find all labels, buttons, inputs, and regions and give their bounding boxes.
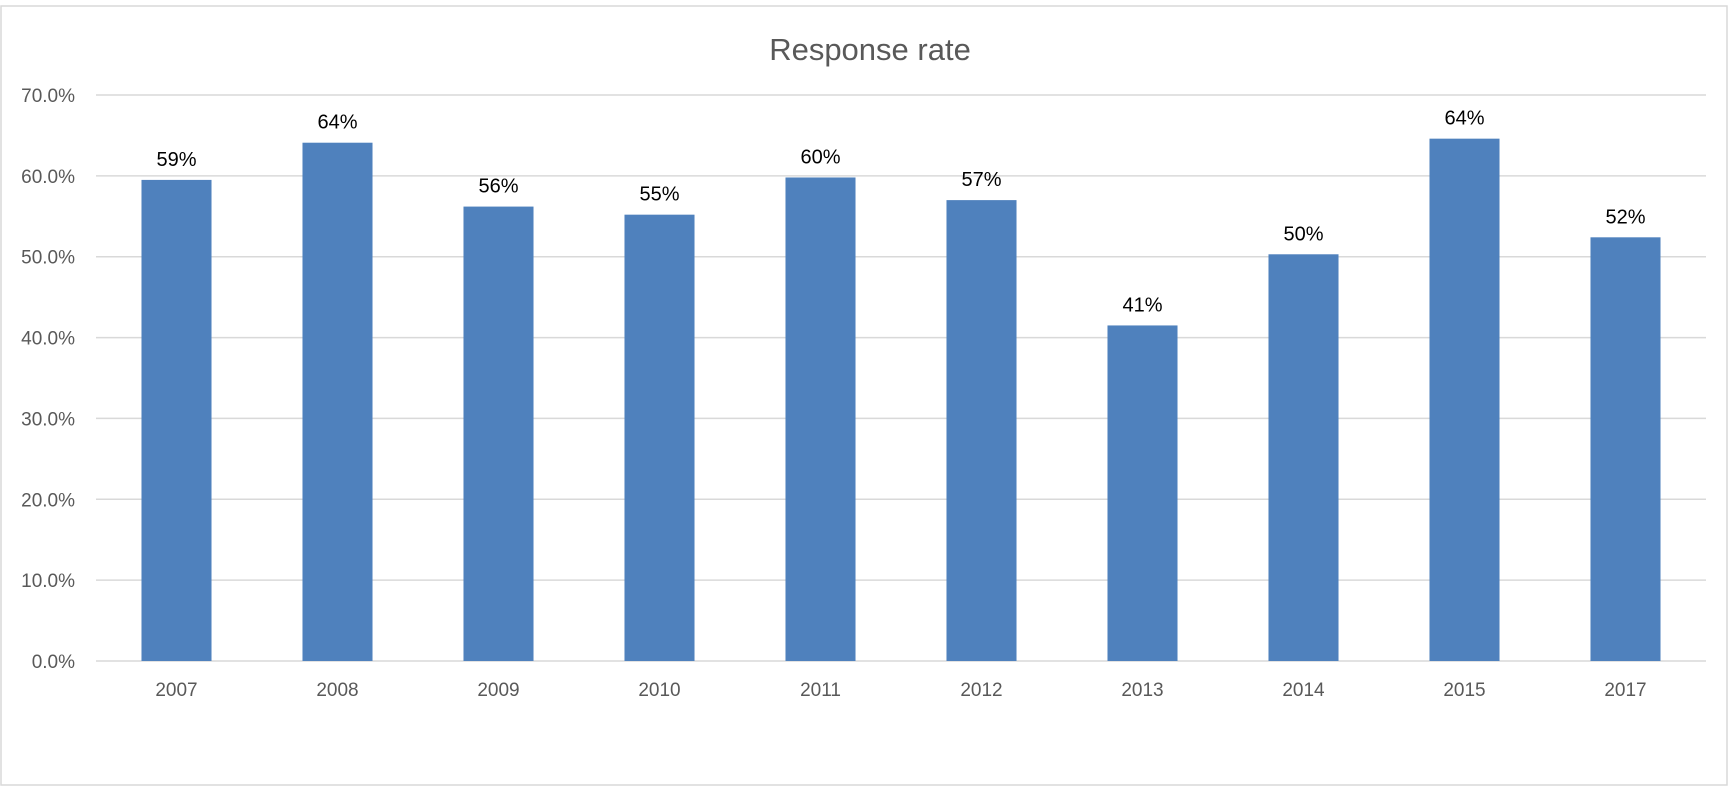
y-tick-label: 20.0% [21,490,75,511]
y-tick-label: 70.0% [21,86,75,107]
x-tick-label: 2008 [316,680,358,701]
y-axis-tick-labels: 0.0% 10.0% 20.0% 30.0% 40.0% 50.0% 60.0% 70.0% [21,86,75,673]
bar [785,177,856,661]
data-labels: 59% 64% 56% 55% 60% 57% 41% 50% 64% 52% [156,108,1645,317]
x-tick-label: 2014 [1282,680,1325,701]
bars [141,138,1661,662]
data-label: 64% [1444,108,1484,130]
x-tick-label: 2012 [960,680,1002,701]
data-label: 50% [1283,223,1323,245]
bar [463,206,534,661]
chart-title: Response rate [769,32,971,67]
x-tick-label: 2013 [1121,680,1163,701]
data-label: 55% [639,184,679,206]
bar [1268,254,1339,661]
bar [302,142,373,662]
x-axis-tick-labels: 2007 2008 2009 2010 2011 2012 2013 2014 2015 2017 [155,680,1646,701]
bar [141,179,212,661]
data-label: 52% [1605,206,1645,228]
x-tick-label: 2007 [155,680,197,701]
x-tick-label: 2011 [800,680,841,701]
y-tick-label: 10.0% [21,571,75,592]
y-tick-label: 50.0% [21,248,75,269]
bar [1590,237,1661,661]
bar [1107,325,1178,661]
y-tick-label: 60.0% [21,167,75,188]
data-label: 41% [1122,294,1162,316]
data-label: 60% [800,146,840,168]
bar [946,200,1017,661]
data-label: 57% [961,169,1001,191]
x-tick-label: 2009 [477,680,519,701]
y-tick-label: 30.0% [21,409,75,430]
data-label: 64% [317,112,357,134]
y-tick-label: 0.0% [32,652,75,673]
y-tick-label: 40.0% [21,329,75,350]
bar [1429,138,1500,662]
x-tick-label: 2017 [1604,680,1646,701]
data-label: 56% [478,176,518,198]
bar [624,214,695,661]
x-tick-label: 2010 [638,680,680,701]
data-label: 59% [156,149,196,171]
x-tick-label: 2015 [1443,680,1485,701]
